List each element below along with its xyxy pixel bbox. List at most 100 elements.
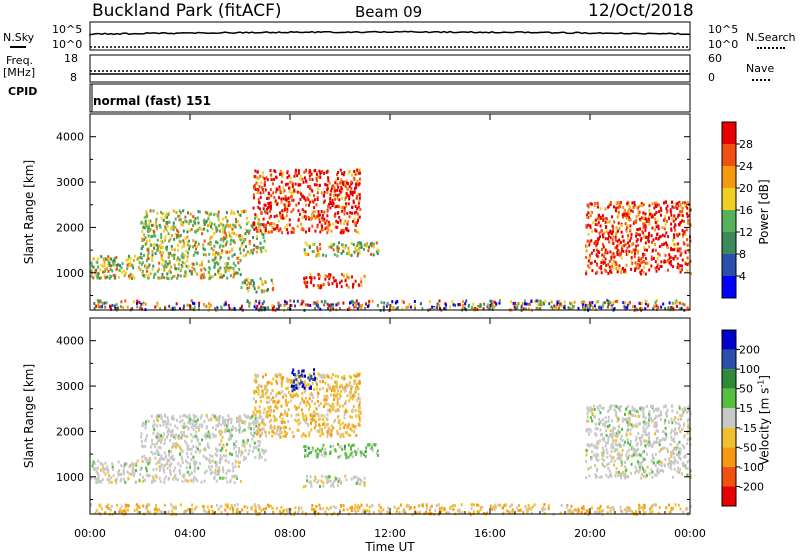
data-cell — [126, 470, 129, 474]
data-cell — [218, 430, 221, 434]
data-cell — [248, 424, 251, 428]
data-cell — [260, 289, 263, 293]
data-cell — [210, 222, 213, 226]
data-cell — [607, 299, 610, 303]
data-cell — [356, 307, 359, 311]
data-cell — [268, 406, 271, 410]
data-cell — [218, 418, 221, 422]
data-cell — [327, 281, 330, 285]
data-cell — [273, 425, 276, 429]
data-cell — [570, 504, 573, 508]
data-cell — [91, 462, 94, 466]
data-cell — [624, 208, 626, 212]
data-cell — [99, 462, 102, 466]
data-cell — [320, 228, 323, 231]
data-cell — [104, 467, 106, 471]
data-cell — [262, 236, 265, 240]
data-cell — [301, 194, 304, 198]
data-cell — [120, 477, 123, 481]
data-cell — [223, 423, 226, 427]
data-cell — [264, 430, 267, 434]
data-cell — [256, 215, 259, 219]
data-cell — [345, 385, 348, 389]
data-cell — [596, 263, 598, 267]
data-cell — [96, 466, 99, 470]
data-cell — [134, 254, 136, 258]
data-cell — [154, 507, 157, 511]
data-cell — [269, 230, 272, 234]
data-cell — [577, 306, 580, 310]
data-cell — [278, 432, 281, 436]
data-cell — [354, 375, 357, 378]
data-cell — [205, 220, 207, 224]
data-cell — [686, 473, 689, 477]
data-cell — [250, 415, 253, 419]
data-cell — [275, 307, 278, 311]
data-cell — [328, 427, 331, 431]
data-cell — [301, 398, 304, 402]
data-cell — [679, 264, 682, 268]
data-cell — [182, 430, 185, 434]
data-cell — [254, 417, 257, 420]
data-cell — [333, 398, 335, 401]
data-cell — [128, 274, 130, 278]
data-cell — [663, 217, 666, 221]
data-cell — [211, 432, 214, 436]
data-cell — [205, 436, 208, 440]
data-cell — [670, 246, 673, 250]
data-cell — [520, 305, 523, 309]
data-cell — [94, 511, 97, 515]
data-cell — [210, 247, 213, 251]
data-cell — [318, 217, 321, 221]
data-cell — [429, 506, 432, 510]
data-cell — [246, 299, 249, 303]
data-cell — [198, 210, 201, 214]
data-cell — [323, 217, 326, 221]
data-cell — [571, 307, 574, 311]
data-cell — [402, 300, 405, 304]
data-cell — [216, 241, 219, 245]
data-cell — [291, 226, 294, 230]
data-cell — [312, 414, 315, 418]
data-cell — [634, 471, 637, 475]
data-cell — [479, 303, 482, 307]
data-cell — [166, 220, 169, 224]
data-cell — [605, 217, 608, 221]
data-cell — [164, 475, 167, 479]
data-cell — [316, 447, 319, 451]
data-cell — [283, 425, 285, 429]
data-cell — [247, 426, 250, 430]
data-cell — [121, 262, 124, 266]
data-cell — [160, 464, 162, 468]
data-cell — [288, 174, 291, 178]
data-cell — [332, 388, 335, 392]
data-cell — [243, 442, 246, 446]
data-cell — [264, 387, 267, 391]
data-cell — [317, 187, 319, 191]
data-cell — [308, 217, 311, 221]
data-cell — [675, 233, 678, 236]
data-cell — [145, 265, 148, 268]
data-cell — [272, 191, 275, 195]
data-cell — [181, 252, 184, 256]
data-cell — [675, 202, 678, 206]
data-cell — [553, 307, 555, 311]
data-cell — [279, 374, 282, 378]
data-cell — [639, 442, 642, 446]
data-cell — [258, 423, 261, 427]
data-cell — [279, 415, 281, 419]
data-cell — [271, 230, 273, 234]
data-cell — [237, 256, 240, 260]
data-cell — [656, 219, 659, 223]
data-cell — [669, 510, 672, 513]
data-cell — [299, 191, 301, 195]
data-cell — [210, 235, 212, 239]
data-cell — [398, 511, 401, 515]
data-cell — [666, 447, 669, 451]
data-cell — [601, 418, 604, 422]
data-cell — [586, 215, 589, 219]
data-cell — [664, 222, 667, 226]
data-cell — [261, 302, 264, 306]
data-cell — [686, 269, 689, 273]
data-cell — [563, 304, 566, 308]
